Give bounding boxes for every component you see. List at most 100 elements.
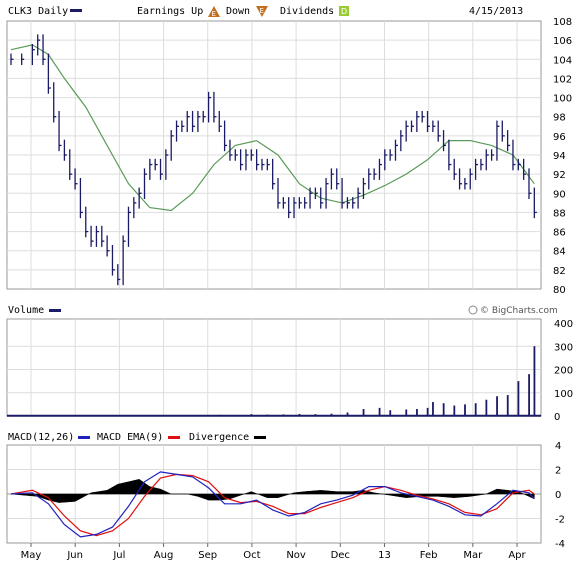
price-legend-swatch xyxy=(70,9,82,12)
price-tick-label: 88 xyxy=(553,208,566,219)
x-tick-label: Mar xyxy=(463,550,483,561)
x-tick-label: Jun xyxy=(66,550,83,561)
macd-tick-label: 0 xyxy=(555,490,561,501)
x-tick-label: Feb xyxy=(420,550,438,561)
x-tick-label: Sep xyxy=(198,550,217,561)
price-tick-label: 86 xyxy=(553,228,566,239)
volume-panel xyxy=(6,318,542,417)
x-tick-label: Dec xyxy=(331,550,350,561)
x-tick-label: Jul xyxy=(112,550,125,561)
volume-bar xyxy=(442,403,445,416)
dividend-glyph: D xyxy=(341,7,347,16)
volume-bar xyxy=(517,381,520,416)
price-tick-label: 90 xyxy=(553,189,566,200)
ema-legend-swatch xyxy=(168,436,180,439)
volume-tick-label: 200 xyxy=(554,366,573,377)
x-tick-label: Apr xyxy=(508,550,526,561)
volume-legend-swatch xyxy=(49,309,61,312)
dividends-label: Dividends xyxy=(280,6,334,17)
volume-bar xyxy=(250,414,253,416)
macd-line xyxy=(10,471,535,538)
volume-bar xyxy=(314,414,317,416)
price-tick-label: 104 xyxy=(553,55,572,66)
moving-average-series xyxy=(10,44,535,212)
earnings-down-glyph: E xyxy=(260,7,264,15)
divergence-legend-swatch xyxy=(254,436,266,439)
x-tick-label: Aug xyxy=(154,550,174,561)
macd-series xyxy=(10,471,535,538)
volume-bar xyxy=(197,415,199,417)
down-label: Down xyxy=(226,6,250,17)
macd-tick-label: -2 xyxy=(555,515,565,526)
macd-axis: -4 -2 0 2 4 xyxy=(555,441,565,550)
watermark: © BigCharts.com xyxy=(480,306,558,316)
dividend-icon: D xyxy=(339,6,349,16)
price-tick-label: 102 xyxy=(553,74,572,85)
price-tick-label: 94 xyxy=(553,151,566,162)
volume-bar xyxy=(453,405,456,416)
macd-legend-swatch xyxy=(78,436,90,439)
volume-bar xyxy=(282,414,285,416)
price-tick-label: 84 xyxy=(553,247,566,258)
volume-bar xyxy=(426,407,429,416)
volume-axis: 0 100 200 300 400 xyxy=(554,319,573,423)
volume-bar xyxy=(464,404,466,416)
bigcharts-logo-icon xyxy=(468,305,478,315)
volume-bar xyxy=(298,413,301,416)
volume-bar xyxy=(528,374,530,416)
price-tick-label: 82 xyxy=(553,266,566,277)
volume-bar xyxy=(330,413,333,416)
moving-average-line xyxy=(10,44,535,212)
volume-series xyxy=(7,346,541,417)
x-tick-label: Oct xyxy=(243,550,260,561)
volume-bar xyxy=(266,414,269,416)
volume-bar xyxy=(346,412,349,416)
price-tick-label: 80 xyxy=(553,285,566,296)
header-legend: CLK3 Daily Earnings Up E Down E Dividend… xyxy=(8,6,523,18)
volume-bar xyxy=(506,395,509,416)
price-tick-label: 98 xyxy=(553,113,566,124)
volume-tick-label: 400 xyxy=(554,319,573,330)
earnings-down-icon: E xyxy=(256,6,268,17)
price-tick-label: 106 xyxy=(553,36,572,47)
volume-bar xyxy=(432,402,434,416)
chart-title: CLK3 Daily xyxy=(8,6,68,17)
macd-legend-label: MACD(12,26) xyxy=(8,432,74,443)
divergence-legend-label: Divergence xyxy=(189,432,249,443)
price-series xyxy=(10,34,537,286)
earnings-up-icon: E xyxy=(208,6,220,18)
volume-label: Volume xyxy=(8,305,44,316)
x-tick-label: 13 xyxy=(378,550,391,561)
price-tick-label: 92 xyxy=(553,170,566,181)
macd-ema-line xyxy=(10,473,535,537)
volume-bar xyxy=(234,415,237,417)
price-axis: 80 82 84 86 88 90 92 94 96 98 100 102 104 106 108 xyxy=(553,17,572,296)
macd-tick-label: -4 xyxy=(555,539,565,550)
x-axis: May Jun Jul Aug Sep Oct Nov Dec 13 Feb Mar Apr xyxy=(21,543,527,561)
ema-legend-label: MACD EMA(9) xyxy=(97,432,163,443)
volume-tick-label: 300 xyxy=(554,342,573,353)
price-tick-label: 100 xyxy=(553,94,572,105)
volume-bar xyxy=(207,415,210,417)
volume-bar xyxy=(218,414,221,416)
earnings-up-glyph: E xyxy=(212,10,216,18)
price-tick-label: 96 xyxy=(553,132,566,143)
price-tick-label: 108 xyxy=(553,17,572,28)
volume-tick-label: 0 xyxy=(554,412,560,423)
volume-bar xyxy=(362,409,365,416)
volume-bar xyxy=(533,346,536,416)
x-tick-label: Nov xyxy=(286,550,306,561)
macd-tick-label: 4 xyxy=(555,441,561,452)
volume-bar xyxy=(416,409,418,416)
volume-tick-label: 100 xyxy=(554,389,573,400)
volume-bar xyxy=(405,409,408,416)
volume-bar xyxy=(389,410,392,416)
chart-date: 4/15/2013 xyxy=(469,6,523,17)
x-tick-label: May xyxy=(21,550,42,561)
volume-bar xyxy=(474,403,477,416)
volume-bar xyxy=(485,399,488,416)
macd-tick-label: 2 xyxy=(555,466,561,477)
earnings-up-label: Earnings Up xyxy=(137,6,203,17)
